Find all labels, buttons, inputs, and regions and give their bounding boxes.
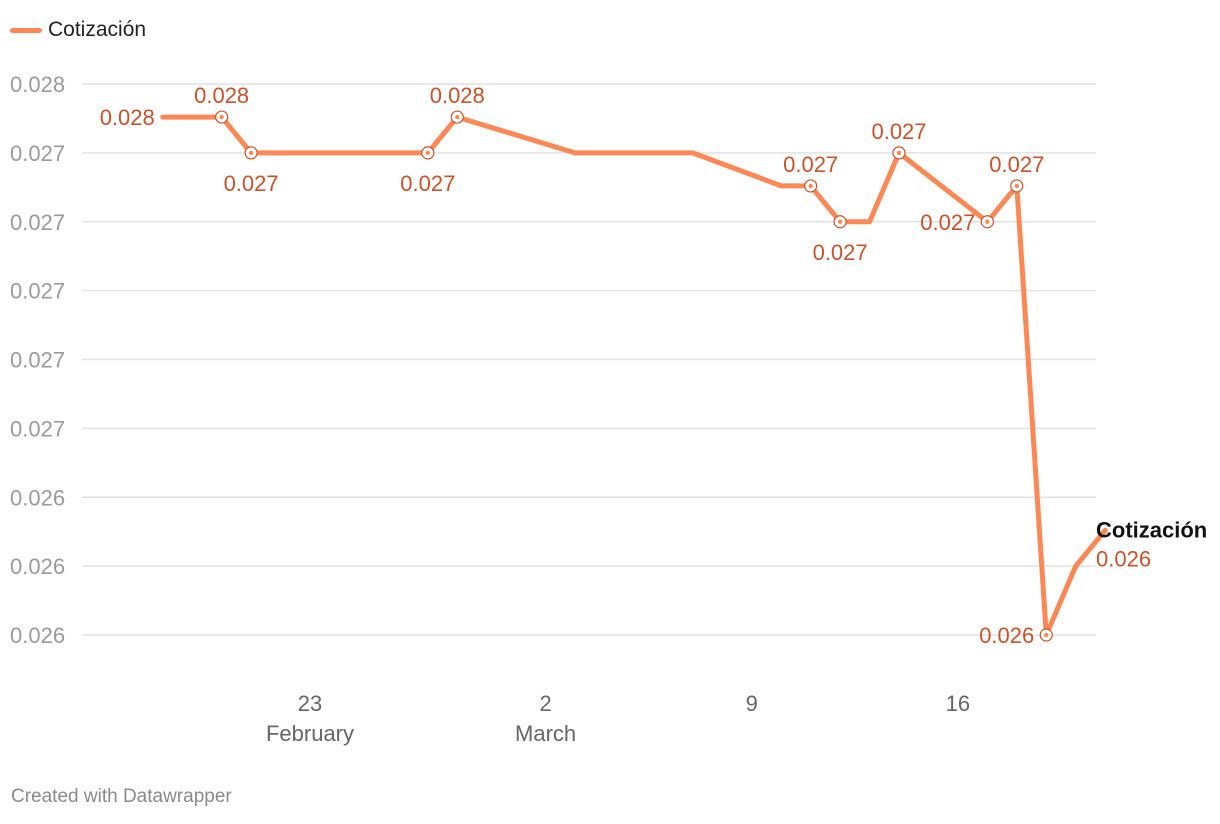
- series-end-name: Cotización: [1096, 517, 1207, 542]
- y-tick-label: 0.028: [10, 72, 65, 97]
- series: [160, 110, 1108, 642]
- x-tick-label: 2: [539, 691, 551, 716]
- data-label: 0.028: [194, 83, 249, 108]
- data-point-dot: [896, 150, 902, 156]
- x-tick-label: 23: [298, 691, 322, 716]
- x-tick-label: 9: [746, 691, 758, 716]
- x-tick-sublabel: March: [515, 721, 576, 746]
- series-end-value: 0.026: [1096, 546, 1151, 571]
- data-point-dot: [248, 150, 254, 156]
- x-tick-sublabel: February: [266, 721, 354, 746]
- series-line: [160, 114, 1108, 638]
- x-axis: 23 February 2 March 9 16: [266, 691, 970, 746]
- data-point-dot: [219, 114, 224, 120]
- y-tick-label: 0.027: [10, 279, 65, 304]
- y-tick-label: 0.027: [10, 210, 65, 235]
- data-label: 0.027: [813, 240, 868, 265]
- data-label: 0.027: [920, 210, 975, 235]
- data-label: 0.027: [989, 152, 1044, 177]
- y-tick-label: 0.026: [10, 554, 65, 579]
- legend-label: Cotización: [48, 18, 147, 41]
- y-tick-label: 0.027: [10, 141, 65, 166]
- data-point-dot: [1044, 632, 1049, 638]
- y-tick-label: 0.026: [10, 623, 65, 648]
- data-label: 0.028: [430, 83, 485, 108]
- legend-swatch: [10, 27, 42, 33]
- data-point-dot: [425, 150, 430, 156]
- data-point-dot: [1014, 183, 1019, 189]
- start-value-label: 0.028: [100, 105, 155, 130]
- data-point-dot: [455, 114, 460, 120]
- legend: Cotización: [10, 16, 146, 44]
- data-labels: 0.028 0.028 0.027 0.027 0.028 0.027 0.027 0.027…: [100, 83, 1208, 648]
- data-label: 0.027: [224, 171, 279, 196]
- grid: [82, 83, 1096, 636]
- data-label: 0.027: [871, 119, 926, 144]
- y-axis: 0.028 0.027 0.027 0.027 0.027 0.027 0.026 0.026…: [10, 72, 65, 648]
- credit-text: Created with Datawrapper: [11, 786, 232, 807]
- data-point-dot: [985, 219, 990, 224]
- y-tick-label: 0.027: [10, 348, 65, 373]
- data-label: 0.026: [979, 623, 1034, 648]
- y-tick-label: 0.027: [10, 416, 65, 441]
- y-tick-label: 0.026: [10, 485, 65, 510]
- line-chart: 0.028 0.027 0.027 0.027 0.027 0.027 0.026 0.026…: [10, 72, 1208, 746]
- data-point-dot: [808, 183, 813, 189]
- x-tick-label: 16: [946, 691, 970, 716]
- data-label: 0.027: [783, 152, 838, 177]
- data-point-dot: [837, 219, 843, 224]
- data-label: 0.027: [400, 171, 455, 196]
